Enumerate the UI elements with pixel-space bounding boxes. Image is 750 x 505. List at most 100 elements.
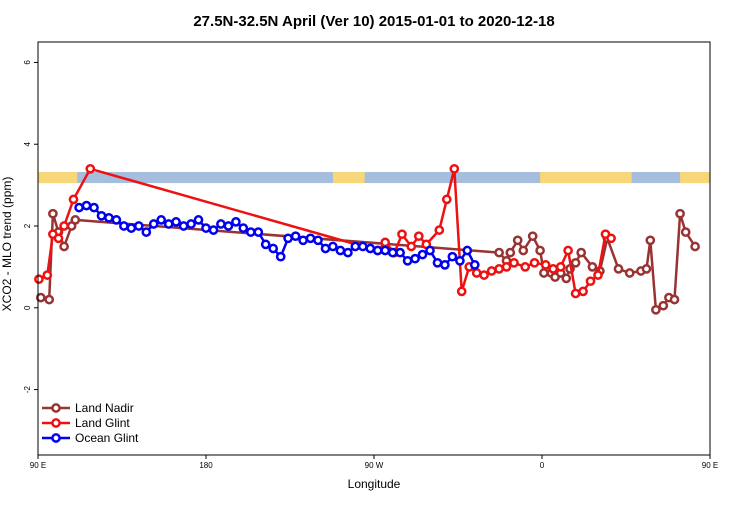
ocean-glint-point xyxy=(156,215,167,225)
ocean-glint-point xyxy=(425,245,435,256)
series-land-nadir xyxy=(35,208,700,315)
land-nadir-point xyxy=(561,273,572,284)
ocean-glint-point xyxy=(171,217,181,227)
ocean-glint-point xyxy=(395,247,405,258)
land-glint-point xyxy=(563,245,573,256)
ocean-glint-point xyxy=(245,227,256,237)
land-glint-point xyxy=(413,231,424,242)
y-axis: -2 0 2 4 6 xyxy=(23,60,38,393)
ocean-band xyxy=(38,172,710,184)
x-axis: 90 E 180 90 W 0 90 E xyxy=(30,455,718,470)
land-nadir-point xyxy=(570,257,581,268)
land-nadir-point xyxy=(512,235,523,246)
land-nadir-point xyxy=(576,247,587,258)
ocean-glint-point xyxy=(320,243,331,254)
legend-label: Ocean Glint xyxy=(75,431,139,445)
ocean-glint-point xyxy=(74,202,84,213)
ocean-glint-point xyxy=(275,251,286,262)
ocean-glint-point xyxy=(208,225,219,235)
land-nadir-point xyxy=(518,245,529,256)
ocean-glint-point xyxy=(163,219,174,229)
x-tick-label: 180 xyxy=(199,461,213,470)
ocean-glint-point xyxy=(313,235,323,246)
land-glint-point xyxy=(441,194,452,205)
land-nadir-point xyxy=(59,241,69,252)
legend-item-land-nadir: Land Nadir xyxy=(42,401,134,415)
ocean-glint-point xyxy=(343,247,353,258)
land-nadir-point xyxy=(669,294,680,305)
ocean-glint-point xyxy=(104,212,114,223)
ocean-glint-point xyxy=(365,243,376,254)
ocean-glint-point xyxy=(193,215,204,225)
land-glint-point xyxy=(578,286,588,297)
land-glint-point xyxy=(540,260,551,270)
ocean-glint-point xyxy=(372,245,383,256)
ocean-glint-point xyxy=(328,241,338,252)
ocean-glint-point xyxy=(119,221,129,231)
x-tick-label: 90 W xyxy=(365,461,384,470)
x-axis-title: Longitude xyxy=(348,477,401,491)
land-nadir-point xyxy=(35,292,46,303)
legend-label: Land Glint xyxy=(75,416,130,430)
land-nadir-point xyxy=(539,268,549,278)
land-glint-point xyxy=(85,163,96,174)
ocean-glint-point xyxy=(462,245,473,256)
y-tick-label: -2 xyxy=(23,385,32,393)
y-axis-title: XCO2 - MLO trend (ppm) xyxy=(0,177,14,312)
ocean-glint-point xyxy=(455,255,465,266)
ocean-glint-point xyxy=(380,245,391,256)
land-glint-point xyxy=(471,268,482,278)
land-band-3 xyxy=(680,172,710,184)
ocean-glint-point xyxy=(283,233,293,244)
series-ocean-glint xyxy=(74,200,480,270)
ocean-glint-point xyxy=(223,221,234,231)
ocean-glint-point xyxy=(469,260,480,270)
land-nadir-point xyxy=(494,247,504,258)
land-glint-point xyxy=(456,286,467,297)
land-nadir-point xyxy=(651,304,661,315)
land-nadir-point xyxy=(680,227,691,237)
ocean-glint-point xyxy=(290,231,301,242)
land-nadir-point xyxy=(587,262,598,272)
land-band-1 xyxy=(332,172,365,184)
land-glint-point xyxy=(529,257,540,268)
land-nadir-point xyxy=(645,235,656,246)
legend-label: Land Nadir xyxy=(75,401,134,415)
land-nadir-point xyxy=(44,294,55,305)
land-glint-point xyxy=(548,264,559,274)
land-nadir-point xyxy=(641,264,652,274)
land-glint-point xyxy=(434,225,445,235)
land-ocean-strip xyxy=(38,172,710,184)
land-glint-point xyxy=(380,237,391,248)
legend-swatch-marker xyxy=(51,433,61,443)
ocean-glint-point xyxy=(148,219,159,229)
land-nadir-point xyxy=(48,208,58,219)
land-glint-point xyxy=(34,274,44,285)
ocean-glint-point xyxy=(268,243,279,254)
land-glint-point xyxy=(593,270,603,280)
land-glint-point xyxy=(555,262,566,272)
land-glint-point xyxy=(397,229,407,240)
series-layer xyxy=(34,163,700,315)
land-band-2 xyxy=(540,172,632,184)
land-nadir-point xyxy=(505,247,516,258)
legend-item-land-glint: Land Glint xyxy=(42,416,130,430)
ocean-glint-point xyxy=(81,200,92,211)
ocean-glint-point xyxy=(410,253,420,264)
ocean-glint-point xyxy=(186,219,196,229)
land-glint-point xyxy=(42,270,53,280)
chart-title: 27.5N-32.5N April (Ver 10) 2015-01-01 to… xyxy=(193,13,554,30)
land-nadir-point xyxy=(613,264,624,274)
y-tick-label: 6 xyxy=(23,60,32,65)
land-glint-point xyxy=(585,276,596,287)
ocean-glint-point xyxy=(111,215,122,225)
land-glint-point xyxy=(494,264,504,274)
ocean-glint-point xyxy=(260,239,271,250)
ocean-glint-point xyxy=(335,245,346,256)
ocean-glint-point xyxy=(387,247,398,258)
x-tick-label: 90 E xyxy=(30,461,46,470)
legend-item-ocean-glint: Ocean Glint xyxy=(42,431,139,445)
x-tick-label: 90 E xyxy=(702,461,718,470)
